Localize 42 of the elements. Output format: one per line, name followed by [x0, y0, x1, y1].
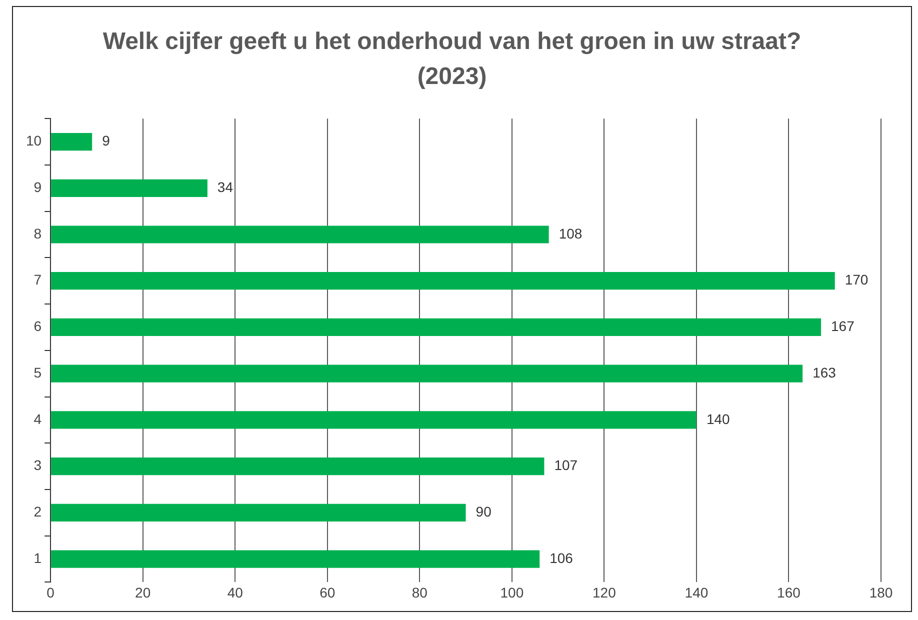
- chart-title: Welk cijfer geeft u het onderhoud van het groen in uw straat?: [102, 28, 802, 56]
- bar: [51, 179, 208, 197]
- bar: [51, 318, 822, 336]
- data-label: 108: [558, 225, 582, 242]
- x-tick-label: 40: [227, 584, 244, 600]
- bar: [51, 411, 696, 429]
- y-tick-label: 4: [34, 410, 42, 427]
- data-label: 107: [554, 457, 578, 474]
- y-tick-label: 7: [34, 272, 42, 288]
- bar: [51, 550, 540, 568]
- y-tick-label: 2: [34, 504, 42, 520]
- x-tick-label: 100: [500, 584, 524, 600]
- y-tick-label: 5: [34, 364, 42, 380]
- data-label: 34: [217, 179, 234, 195]
- y-tick-label: 3: [34, 457, 42, 474]
- data-label: 163: [812, 364, 836, 380]
- y-tick-label: 6: [34, 318, 42, 334]
- x-tick-label: 0: [46, 584, 55, 600]
- y-tick-label: 9: [34, 179, 42, 195]
- data-label: 170: [844, 272, 868, 288]
- y-tick-label: 8: [34, 225, 42, 242]
- x-tick-label: 160: [777, 584, 801, 600]
- data-label: 9: [102, 132, 110, 149]
- x-tick-label: 80: [412, 584, 428, 600]
- x-tick-label: 140: [684, 584, 708, 600]
- bar: [51, 226, 549, 244]
- x-tick-label: 180: [869, 584, 893, 600]
- bar: [51, 132, 92, 151]
- chart-subtitle: (2023): [417, 62, 487, 90]
- data-label: 167: [831, 318, 855, 334]
- bar: [51, 364, 803, 382]
- x-tick-label: 20: [135, 584, 151, 600]
- y-tick-label: 10: [26, 132, 42, 149]
- data-label: 90: [476, 504, 492, 520]
- data-label: 140: [706, 410, 730, 427]
- data-label: 106: [550, 550, 574, 566]
- bar: [51, 272, 835, 290]
- bar: [51, 504, 466, 522]
- x-tick-label: 120: [592, 584, 616, 600]
- x-tick-label: 60: [320, 584, 336, 600]
- bar: [51, 457, 544, 476]
- y-tick-label: 1: [34, 550, 42, 566]
